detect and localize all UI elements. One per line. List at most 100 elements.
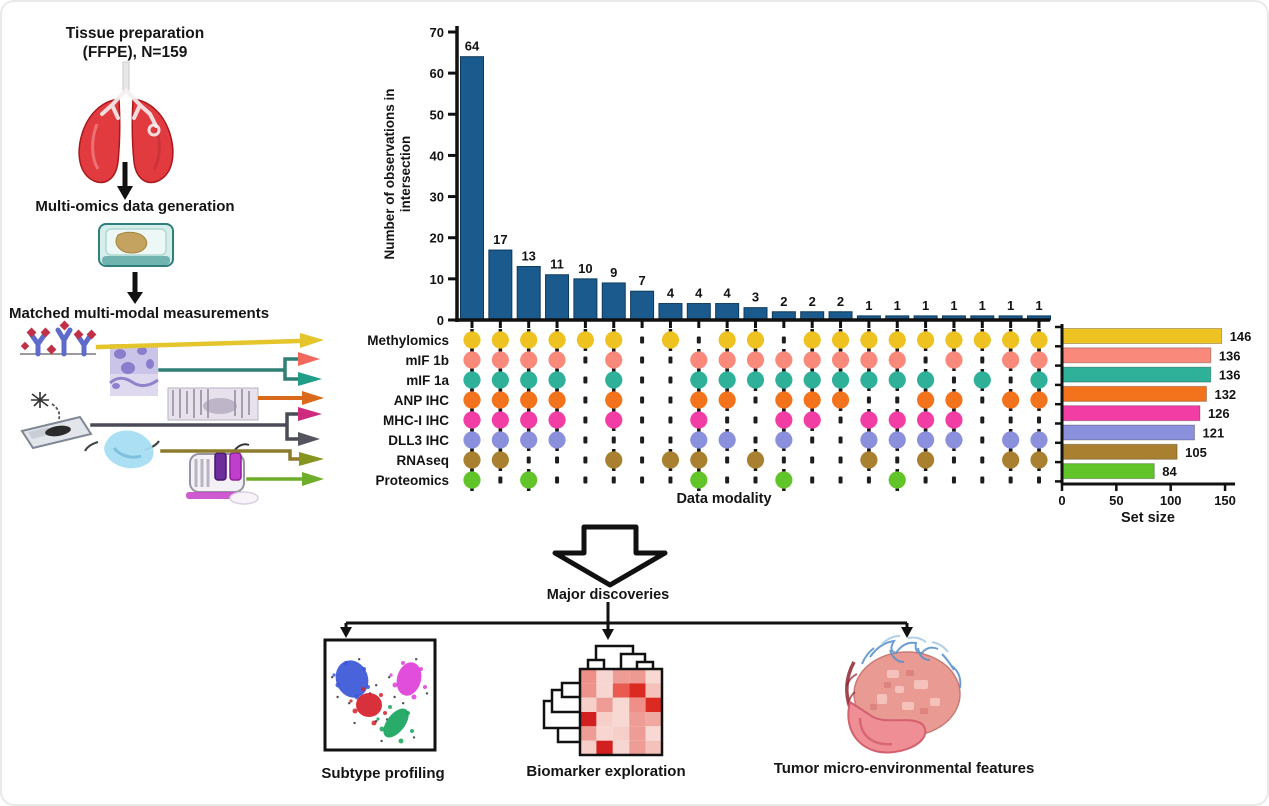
heatmap-cell — [645, 740, 662, 755]
heatmap-cell — [596, 683, 613, 698]
matrix-dot — [463, 331, 481, 349]
heatmap-cell — [596, 697, 613, 712]
heatmap-cell — [596, 712, 613, 727]
intersection-value-label: 4 — [667, 286, 675, 301]
matrix-absent-marker — [838, 456, 843, 464]
intersection-bar — [630, 290, 655, 321]
y-tick-label: 10 — [430, 272, 444, 287]
matrix-dot — [803, 351, 821, 369]
matrix-dot — [917, 371, 935, 389]
matrix-dot — [718, 351, 736, 369]
matrix-absent-marker — [866, 396, 871, 404]
matrix-absent-marker — [866, 476, 871, 484]
matrix-absent-marker — [980, 356, 985, 364]
intersection-value-label: 2 — [780, 294, 787, 309]
down-arrow-icon — [117, 162, 133, 200]
matrix-dot — [945, 391, 963, 409]
matrix-dot — [605, 351, 623, 369]
cluster-speckle — [415, 658, 418, 661]
matrix-dot — [520, 411, 538, 429]
matrix-dot — [945, 351, 963, 369]
cluster-point — [389, 673, 393, 677]
subtype-profiling-label: Subtype profiling — [321, 765, 445, 782]
cluster-blob — [335, 660, 369, 698]
matrix-absent-marker — [980, 436, 985, 444]
x-axis-label: Data modality — [676, 491, 772, 507]
intersection-bar — [686, 303, 711, 321]
matrix-dot — [463, 371, 481, 389]
set-label: DLL3 IHC — [388, 433, 449, 448]
heatmap-cell — [645, 683, 662, 698]
intersection-value-label: 1 — [979, 298, 986, 313]
heatmap-cell — [580, 712, 597, 727]
intersection-value-label: 9 — [610, 265, 617, 280]
matrix-dot — [917, 331, 935, 349]
heatmap-cell — [629, 712, 646, 727]
intersection-value-label: 3 — [752, 290, 759, 305]
cluster-speckle — [375, 684, 378, 687]
matrix-dot — [605, 451, 623, 469]
cluster-blob — [383, 708, 409, 738]
matrix-dot — [860, 411, 878, 429]
matrix-absent-marker — [810, 476, 815, 484]
cluster-point — [401, 661, 405, 665]
matrix-absent-marker — [753, 396, 758, 404]
major-discoveries-arrow-icon — [552, 524, 668, 588]
heatmap-cell — [596, 726, 613, 741]
set-size-bar — [1062, 347, 1212, 364]
intersection-value-label: 13 — [521, 249, 535, 264]
y-tick-label: 50 — [430, 107, 444, 122]
proteomics-arrow-icon — [246, 472, 324, 486]
matrix-absent-marker — [781, 456, 786, 464]
matrix-absent-marker — [668, 376, 673, 384]
matrix-dot — [605, 391, 623, 409]
heatmap-cell — [612, 712, 630, 727]
y-tick-label: 40 — [430, 148, 444, 163]
set-size-value: 136 — [1219, 348, 1241, 363]
anp-ihc-arrow-icon — [258, 391, 324, 405]
step2-title: Multi-omics data generation — [35, 198, 235, 215]
cluster-point — [388, 705, 392, 709]
matrix-dot — [718, 391, 736, 409]
matrix-dot — [605, 371, 623, 389]
y-tick-label: 30 — [430, 190, 444, 205]
tumor-microenvironment-label: Tumor micro-environmental features — [773, 760, 1035, 777]
matrix-absent-marker — [725, 456, 730, 464]
matrix-dot — [520, 331, 538, 349]
heatmap-cell — [645, 669, 662, 684]
matrix-absent-marker — [583, 436, 588, 444]
matrix-dot — [775, 371, 793, 389]
cluster-speckle — [336, 695, 339, 699]
intersection-value-label: 2 — [837, 294, 844, 309]
heatmap-cell — [580, 683, 597, 698]
matrix-absent-marker — [668, 356, 673, 364]
cluster-speckle — [393, 695, 396, 699]
heatmap-cell — [612, 669, 630, 684]
matrix-dot — [803, 411, 821, 429]
cluster-point — [349, 699, 353, 703]
heatmap-cell — [612, 697, 630, 712]
matrix-absent-marker — [640, 476, 645, 484]
heatmap-cell — [612, 740, 630, 755]
heatmap-cell — [645, 697, 662, 712]
matrix-dot — [661, 451, 680, 469]
matrix-dot — [775, 431, 793, 449]
intersection-value-label: 1 — [950, 298, 957, 313]
tissue-section-icon — [167, 387, 259, 421]
matrix-absent-marker — [611, 436, 616, 444]
matrix-absent-marker — [895, 396, 900, 404]
branch-connector — [340, 602, 913, 640]
matrix-absent-marker — [668, 476, 673, 484]
matrix-absent-marker — [668, 436, 673, 444]
matrix-dot — [491, 431, 509, 449]
heatmap-cell — [580, 726, 597, 741]
set-size-value: 105 — [1185, 445, 1207, 460]
matrix-dot — [917, 431, 935, 449]
matrix-absent-marker — [583, 396, 588, 404]
cluster-point — [383, 711, 387, 715]
matrix-absent-marker — [696, 336, 701, 344]
matrix-absent-marker — [640, 356, 645, 364]
